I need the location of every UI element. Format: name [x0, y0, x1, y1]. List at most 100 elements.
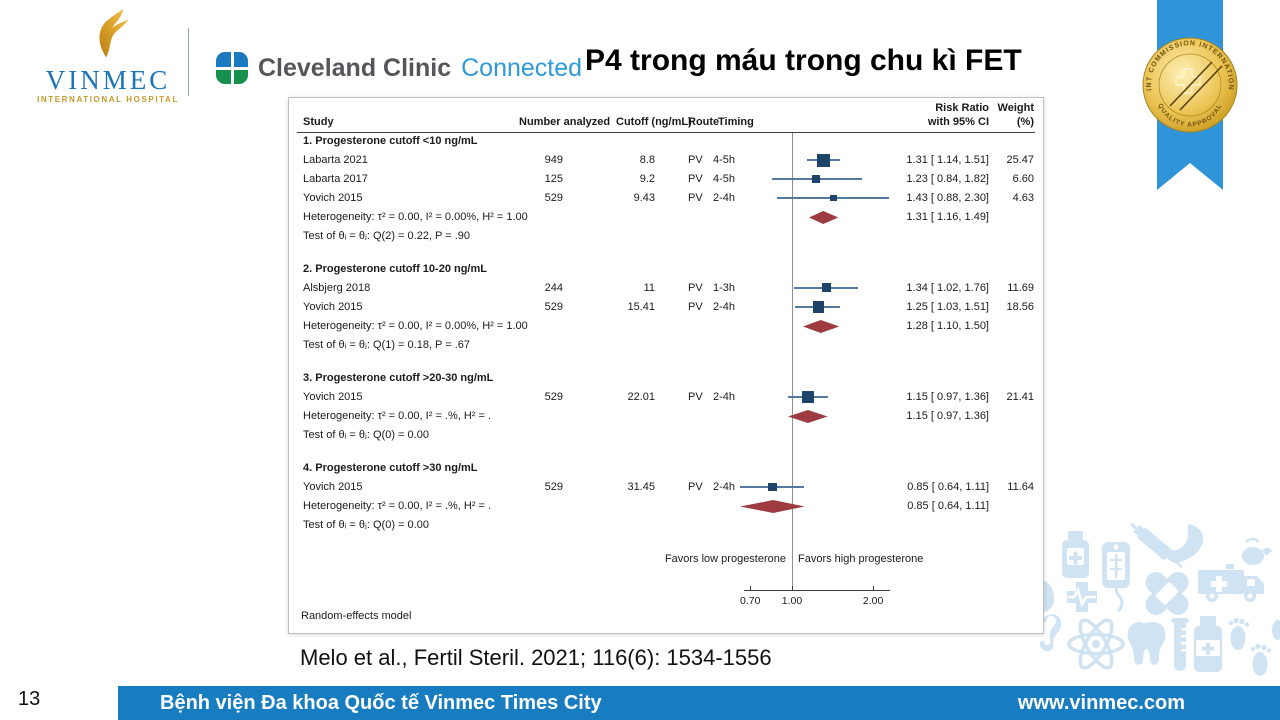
effect-square [821, 283, 831, 293]
rr-ci-label: 1.31 [ 1.14, 1.51] [906, 153, 989, 166]
study-name: Yovich 2015 [303, 300, 363, 313]
cutoff-value: 31.45 [627, 480, 655, 493]
route-value: PV [688, 480, 703, 493]
forest-row: 3. Progesterone cutoff >20-30 ng/mL [289, 369, 1043, 388]
effect-square [802, 391, 815, 403]
rr-ci-label: 1.43 [ 0.88, 2.30] [906, 191, 989, 204]
rr-ci-label: 1.15 [ 0.97, 1.36] [906, 390, 989, 403]
stomach-icon [1167, 524, 1204, 563]
summary-rr-ci-label: 1.15 [ 0.97, 1.36] [906, 409, 989, 422]
cleveland-clinic-name: Cleveland Clinic [258, 53, 452, 82]
study-name: Yovich 2015 [303, 191, 363, 204]
page-title: P4 trong máu trong chu kì FET [585, 44, 1022, 77]
forest-row: Yovich 2015 529 31.45 PV 2-4h 0.85 [ 0.64, 1.… [289, 478, 1043, 497]
reference-line [792, 133, 793, 590]
footer-bar: Bệnh viện Đa khoa Quốc tế Vinmec Times C… [118, 686, 1280, 720]
heterogeneity-text: Heterogeneity: τ² = 0.00, I² = 0.00%, H²… [303, 210, 528, 223]
col-header-number: Number analyzed [519, 116, 611, 128]
forest-row: Labarta 2017 125 9.2 PV 4-5h 1.23 [ 0.84, 1.8… [289, 170, 1043, 189]
forest-row: Test of θᵢ = θⱼ: Q(0) = 0.00 [289, 516, 1043, 535]
pill-bottle-icon [1062, 531, 1089, 578]
tick-label: 1.00 [781, 595, 803, 607]
forest-row: Test of θᵢ = θⱼ: Q(1) = 0.18, P = .67 [289, 336, 1043, 355]
footer-hospital-name: Bệnh viện Đa khoa Quốc tế Vinmec Times C… [160, 692, 602, 714]
forest-row: Heterogeneity: τ² = 0.00, I² = 0.00%, H²… [289, 208, 1043, 227]
number-analyzed: 529 [544, 480, 563, 493]
timing-value: 2-4h [713, 480, 736, 493]
forest-row: Yovich 2015 529 22.01 PV 2-4h 1.15 [ 0.97, 1.… [289, 388, 1043, 407]
ambulance-icon [1198, 564, 1264, 602]
group-title: 3. Progesterone cutoff >20-30 ng/mL [303, 371, 494, 384]
forest-row: 4. Progesterone cutoff >30 ng/mL [289, 459, 1043, 478]
number-analyzed: 125 [544, 172, 563, 185]
summary-diamond [809, 210, 839, 224]
syringe-icon [1129, 522, 1183, 569]
favors-left-label: Favors low progesterone [664, 553, 786, 565]
ear-icon [1040, 614, 1062, 652]
weight-value: 21.41 [1006, 390, 1034, 403]
tick-mark [873, 586, 875, 591]
weight-value: 18.56 [1006, 300, 1034, 313]
heterogeneity-text: Heterogeneity: τ² = 0.00, I² = 0.00%, H²… [303, 319, 528, 332]
effect-square [812, 175, 820, 183]
cleveland-clinic-icon [216, 52, 248, 84]
bandaid-icon [1145, 572, 1189, 615]
number-analyzed: 529 [544, 300, 563, 313]
group-title: 4. Progesterone cutoff >30 ng/mL [303, 461, 478, 474]
weight-value: 6.60 [1012, 172, 1034, 185]
number-analyzed: 529 [544, 191, 563, 204]
timing-value: 4-5h [713, 172, 736, 185]
medical-cross-pulse-icon [1067, 582, 1097, 612]
page-number: 13 [18, 688, 41, 710]
cutoff-value: 15.41 [627, 300, 655, 313]
citation: Melo et al., Fertil Steril. 2021; 116(6)… [300, 645, 772, 670]
rr-ci-label: 0.85 [ 0.64, 1.11] [907, 480, 989, 493]
timing-value: 4-5h [713, 153, 736, 166]
col-header-study: Study [303, 116, 334, 128]
favors-right-label: Favors high progesterone [798, 553, 924, 565]
jci-accreditation-badge: JOINT COMMISSION INTERNATIONAL QUALITY A… [1128, 0, 1238, 190]
forest-plot-figure: Study Number analyzed Cutoff (ng/mL) Rou… [288, 97, 1044, 634]
vinmec-wordmark: VINMEC [45, 65, 171, 95]
col-header-cutoff: Cutoff (ng/mL) [616, 116, 692, 128]
cutoff-value: 9.43 [633, 191, 655, 204]
medical-icons-pattern [1040, 522, 1280, 676]
route-value: PV [688, 390, 703, 403]
footprints-icon [1228, 617, 1280, 676]
number-analyzed: 949 [544, 153, 563, 166]
vinmec-logo: VINMEC INTERNATIONAL HOSPITAL [28, 6, 188, 104]
route-value: PV [688, 300, 703, 313]
forest-row: 2. Progesterone cutoff 10-20 ng/mL [289, 260, 1043, 279]
vinmec-subtitle: INTERNATIONAL HOSPITAL [37, 95, 179, 104]
timing-value: 2-4h [713, 300, 736, 313]
test-text: Test of θᵢ = θⱼ: Q(1) = 0.18, P = .67 [303, 338, 471, 351]
route-value: PV [688, 153, 703, 166]
forest-row: Heterogeneity: τ² = 0.00, I² = .%, H² = … [289, 407, 1043, 426]
test-tube-icon [1171, 618, 1189, 671]
forest-row: Yovich 2015 529 9.43 PV 2-4h 1.43 [ 0.88, 2.3… [289, 189, 1043, 208]
col-header-route: Route [688, 116, 720, 128]
number-analyzed: 529 [544, 390, 563, 403]
heterogeneity-text: Heterogeneity: τ² = 0.00, I² = .%, H² = … [303, 409, 492, 422]
study-name: Labarta 2017 [303, 172, 368, 185]
col-header-weight-1: Weight [997, 102, 1034, 114]
forest-row: Labarta 2021 949 8.8 PV 4-5h 1.31 [ 1.14, 1.5… [289, 151, 1043, 170]
forest-row: Test of θᵢ = θⱼ: Q(2) = 0.22, P = .90 [289, 227, 1043, 246]
study-name: Labarta 2021 [303, 153, 368, 166]
study-name: Alsbjerg 2018 [303, 281, 371, 294]
footer-website: www.vinmec.com [1017, 692, 1185, 714]
summary-diamond [739, 499, 805, 513]
weight-value: 11.69 [1007, 281, 1034, 294]
effect-square [812, 301, 824, 313]
effect-square [768, 482, 778, 492]
route-value: PV [688, 191, 703, 204]
cutoff-value: 11 [643, 281, 655, 294]
rr-ci-label: 1.25 [ 1.03, 1.51] [906, 300, 989, 313]
study-name: Yovich 2015 [303, 390, 363, 403]
medicine-bottle-icon [1194, 616, 1222, 672]
cleveland-clinic-suffix: Connected [461, 53, 583, 82]
weight-value: 11.64 [1007, 480, 1034, 493]
tick-label: 0.70 [740, 595, 761, 607]
group-title: 2. Progesterone cutoff 10-20 ng/mL [303, 262, 487, 275]
